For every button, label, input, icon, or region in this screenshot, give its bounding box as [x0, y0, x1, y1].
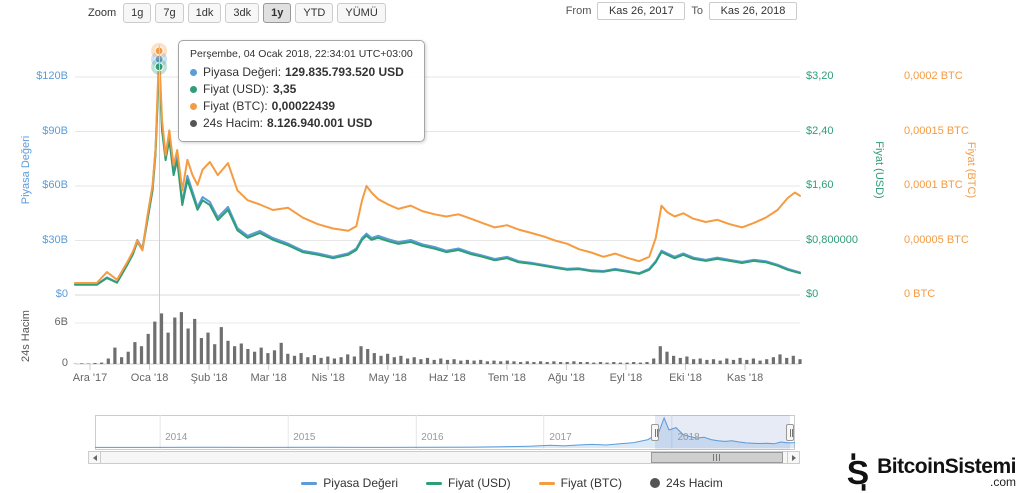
scrollbar-right-arrow-icon[interactable]: [787, 451, 800, 464]
navigator-year-label: 2015: [293, 432, 316, 443]
series-line-fiyat-usd: [74, 65, 801, 286]
legend-line-icon: [538, 481, 555, 485]
axis-title-marketcap: Piyasa Değeri: [20, 135, 32, 205]
zoom-button-group: 1g 7g 1dk 3dk 1y YTD YÜMÜ: [123, 3, 386, 24]
zoom-button-1dk[interactable]: 1dk: [187, 3, 222, 24]
zoom-label: Zoom: [88, 7, 117, 20]
x-tick-label: Haz '18: [428, 372, 466, 384]
navigator-year-label: 2017: [549, 432, 572, 443]
x-tick-label: May '18: [368, 372, 407, 384]
x-tick-label: Ağu '18: [547, 372, 585, 384]
navigator-outline: [95, 415, 795, 450]
zoom-button-3dk[interactable]: 3dk: [225, 3, 260, 24]
site-logo: S BitcoinSistemi .com: [844, 453, 1016, 491]
from-date-input[interactable]: [597, 2, 686, 20]
navigator-selection[interactable]: [655, 415, 791, 450]
zoom-toolbar: Zoom 1g 7g 1dk 3dk 1y YTD YÜMÜ: [88, 3, 386, 24]
tooltip-row: Fiyat (USD): 3,35: [190, 82, 413, 96]
x-tick-label: Tem '18: [487, 372, 526, 384]
to-date-input[interactable]: [709, 2, 797, 20]
series-line-fiyat-btc: [74, 49, 801, 284]
legend-item-fiyat-usd[interactable]: Fiyat (USD): [426, 476, 511, 490]
navigator-handle-left[interactable]: [651, 424, 659, 441]
legend-item-24s-hacim[interactable]: 24s Hacim: [650, 476, 723, 490]
legend-line-icon: [301, 481, 318, 485]
tooltip-row: 24s Hacim: 8.126.940.001 USD: [190, 116, 413, 130]
navigator[interactable]: [95, 415, 796, 450]
scrollbar-left-arrow-icon[interactable]: [88, 451, 101, 464]
y-tick-label: $1,60: [806, 179, 834, 191]
series-bullet-icon: [190, 102, 197, 110]
y-tick-label: 0 BTC: [904, 288, 936, 300]
zoom-button-yümü[interactable]: YÜMÜ: [337, 3, 386, 24]
y-tick-label: $0: [55, 288, 68, 300]
tooltip-row: Piyasa Değeri: 129.835.793.520 USD: [190, 65, 413, 79]
to-label: To: [691, 5, 703, 17]
legend-line-icon: [426, 481, 442, 485]
y-tick-label: $3,20: [806, 70, 834, 82]
x-tick-label: Eki '18: [669, 372, 702, 384]
date-range-bar: From To: [566, 2, 797, 20]
navigator-line: [95, 416, 796, 448]
y-tick-label: $30B: [42, 233, 68, 246]
legend-item-fiyat-btc[interactable]: Fiyat (BTC): [538, 476, 622, 490]
zoom-button-1g[interactable]: 1g: [123, 3, 152, 24]
y-tick-label: 0: [61, 357, 68, 369]
x-tick-label: Oca '18: [130, 372, 169, 384]
volume-panel[interactable]: [73, 308, 802, 372]
tooltip-row: Fiyat (BTC): 0,00022439: [190, 99, 413, 113]
tooltip: Perşembe, 04 Ocak 2018, 22:34:01 UTC+03:…: [178, 40, 425, 142]
logo-name: BitcoinSistemi: [877, 454, 1016, 478]
volume-bars: [73, 312, 802, 365]
series-bullet-icon: [190, 68, 197, 76]
x-tick-label: Nis '18: [311, 372, 345, 384]
x-tick-label: Mar '18: [250, 372, 287, 384]
zoom-button-7g[interactable]: 7g: [155, 3, 184, 24]
svg-text:S: S: [847, 455, 869, 491]
navigator-area: [95, 418, 795, 448]
series-bullet-icon: [190, 85, 197, 93]
y-tick-label: $2,40: [806, 124, 834, 137]
axis-title-btc: Fiyat (BTC): [965, 141, 977, 199]
y-tick-label: 6B: [54, 316, 68, 328]
legend-item-piyasa-degeri[interactable]: Piyasa Değeri: [301, 476, 398, 490]
x-tick-label: Eyl '18: [609, 372, 643, 384]
navigator-year-label: 2014: [165, 432, 188, 443]
tooltip-rows: Piyasa Değeri: 129.835.793.520 USD Fiyat (…: [190, 65, 413, 130]
scrollbar-thumb[interactable]: [650, 452, 784, 463]
zoom-button-ytd[interactable]: YTD: [295, 3, 334, 24]
y-tick-label: 0,00015 BTC: [904, 124, 969, 137]
y-tick-label: $90B: [42, 124, 68, 137]
legend: Piyasa Değeri Fiyat (USD) Fiyat (BTC) 24s H…: [0, 476, 1024, 490]
crosshair-line: [159, 45, 160, 364]
navigator-year-label: 2016: [421, 432, 444, 443]
y-tick-label: 0,0002 BTC: [904, 70, 963, 82]
x-tick-label: Kas '18: [726, 372, 764, 384]
scrollbar-track[interactable]: [88, 451, 800, 464]
y-tick-label: $0: [806, 288, 819, 300]
y-tick-label: $0,800000: [806, 233, 858, 246]
y-tick-label: 0,0001 BTC: [904, 179, 963, 191]
logo-tld: .com: [989, 474, 1016, 489]
navigator-year-label: 2018: [677, 432, 700, 443]
y-tick-label: $120B: [36, 70, 68, 82]
y-tick-label: 0,00005 BTC: [904, 233, 969, 246]
from-label: From: [565, 5, 592, 17]
zoom-button-1y[interactable]: 1y: [263, 3, 292, 24]
navigator-handle-right[interactable]: [786, 424, 795, 441]
bitcoin-s-logo-icon: S: [847, 453, 869, 491]
axis-title-usd: Fiyat (USD): [873, 141, 885, 199]
x-tick-label: Ara '17: [72, 372, 108, 384]
x-tick-label: Şub '18: [190, 372, 228, 384]
y-tick-label: $60B: [42, 179, 68, 191]
tooltip-header: Perşembe, 04 Ocak 2018, 22:34:01 UTC+03:…: [190, 48, 413, 60]
series-bullet-icon: [190, 119, 197, 127]
legend-circle-icon: [650, 478, 661, 488]
